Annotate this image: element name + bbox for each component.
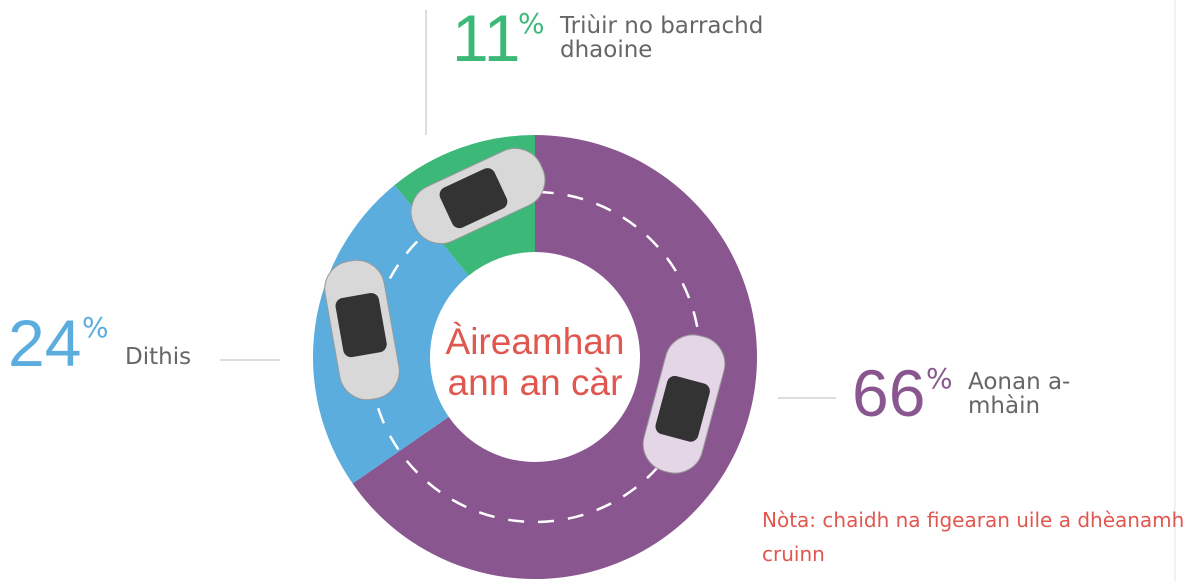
unit-label: %	[82, 314, 109, 342]
unit-label: %	[926, 365, 953, 393]
category-label: Triùir no barrachd dhaoine	[560, 14, 800, 62]
category-label: Dithis	[125, 345, 245, 369]
infographic: Àireamhan ann an càr Nòta: chaidh na fig…	[0, 0, 1192, 581]
note: Nòta: chaidh na figearan uile a dhèanamh…	[762, 503, 1192, 571]
value-label: 11	[452, 5, 521, 71]
unit-label: %	[518, 10, 545, 38]
value-label: 24	[8, 310, 81, 376]
chart	[0, 0, 1192, 581]
chart-title: Àireamhan ann an càr	[415, 322, 655, 403]
category-label: Aonan a-mhàin	[968, 370, 1078, 418]
value-label: 66	[852, 360, 925, 426]
